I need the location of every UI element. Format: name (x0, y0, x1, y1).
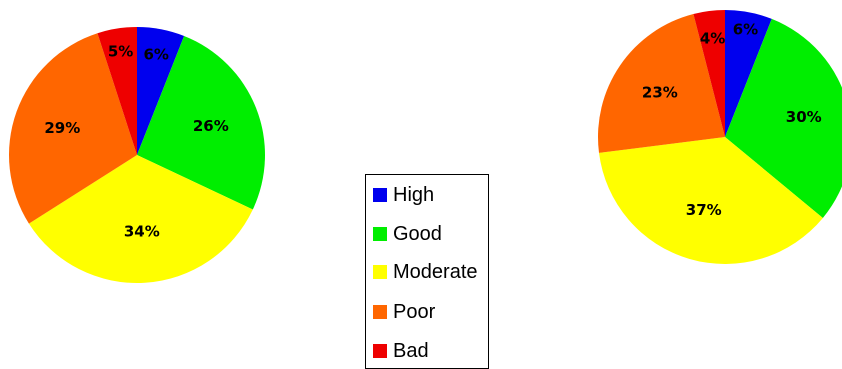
pie2-slice-poor (598, 13, 725, 153)
pie2-label-high: 6% (733, 21, 758, 39)
legend-label-good: Good (393, 222, 442, 245)
legend-swatch-poor (373, 305, 387, 319)
pie1-slice-moderate (28, 155, 253, 284)
legend-label-poor: Poor (393, 300, 436, 323)
pie1-slice-bad (97, 27, 137, 155)
legend-item-good: Good (373, 222, 442, 246)
legend-item-poor: Poor (373, 300, 435, 324)
pie1-label-poor: 29% (44, 119, 80, 137)
pie2-label-bad: 4% (700, 30, 725, 48)
pie2-slice-bad (693, 10, 725, 137)
pie1-label-good: 26% (193, 117, 229, 135)
pie1-label-moderate: 34% (124, 223, 160, 241)
legend-swatch-high (373, 188, 387, 202)
legend: High Good Moderate Poor Bad (365, 174, 489, 369)
legend-swatch-moderate (373, 265, 387, 279)
pie1-slice-poor (9, 33, 138, 224)
pie2-label-poor: 23% (642, 84, 678, 102)
pie2-slice-high (725, 10, 772, 137)
pie1-label-high: 6% (143, 45, 168, 63)
pie2-label-good: 30% (786, 108, 822, 126)
legend-swatch-bad (373, 344, 387, 358)
legend-item-high: High (373, 183, 434, 207)
legend-item-bad: Bad (373, 339, 429, 363)
legend-label-bad: Bad (393, 339, 429, 362)
pie2-slice-good (725, 18, 842, 218)
pie1-label-bad: 5% (108, 42, 133, 60)
pie1-slice-good (137, 35, 265, 210)
legend-item-moderate: Moderate (373, 260, 478, 284)
pie2-slice-moderate (599, 137, 823, 265)
legend-swatch-good (373, 227, 387, 241)
pie1-slice-high (137, 27, 185, 155)
pie2-label-moderate: 37% (686, 201, 722, 219)
legend-label-high: High (393, 183, 435, 206)
legend-label-moderate: Moderate (393, 260, 478, 283)
